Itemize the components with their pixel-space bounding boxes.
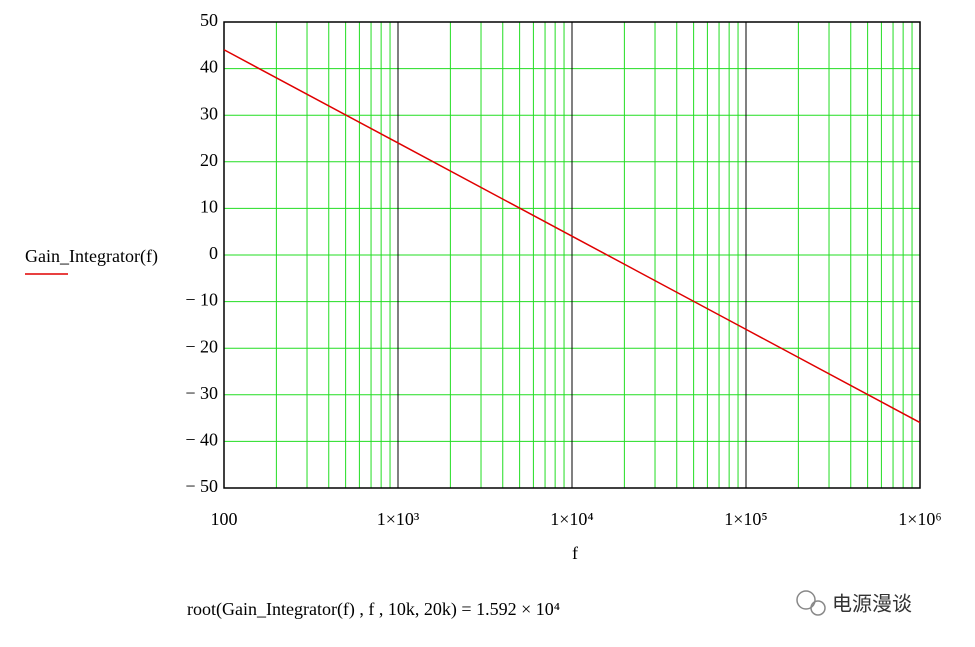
- y-tick-label: − 50: [185, 476, 218, 496]
- y-tick-label: − 40: [185, 430, 218, 450]
- y-tick-label: − 30: [185, 383, 218, 403]
- y-tick-label: 30: [200, 103, 218, 123]
- y-tick-label: − 20: [185, 336, 218, 356]
- data-line: [223, 49, 921, 424]
- x-tick-label: 100: [211, 509, 238, 529]
- y-tick-label: 20: [200, 150, 218, 170]
- watermark-icon: [796, 590, 816, 610]
- watermark-text: 电源漫谈: [832, 592, 912, 616]
- x-tick-label: 1×10³: [377, 509, 420, 529]
- y-tick-label: − 10: [185, 290, 218, 310]
- x-tick-label: 1×10⁶: [898, 509, 941, 529]
- x-axis-label: f: [572, 543, 578, 563]
- y-tick-label: 10: [200, 197, 218, 217]
- watermark: 电源漫谈: [796, 590, 912, 616]
- x-tick-label: 1×10⁵: [724, 509, 767, 529]
- legend-label: Gain_Integrator(f): [25, 246, 158, 267]
- y-tick-label: 0: [209, 243, 218, 263]
- plot-frame: [223, 21, 921, 489]
- x-tick-label: 1×10⁴: [550, 509, 593, 529]
- root-result: root(Gain_Integrator(f) , f , 10k, 20k) …: [187, 599, 560, 620]
- y-tick-label: 50: [200, 10, 218, 30]
- watermark-icon: [810, 600, 826, 616]
- y-tick-label: 40: [200, 57, 218, 77]
